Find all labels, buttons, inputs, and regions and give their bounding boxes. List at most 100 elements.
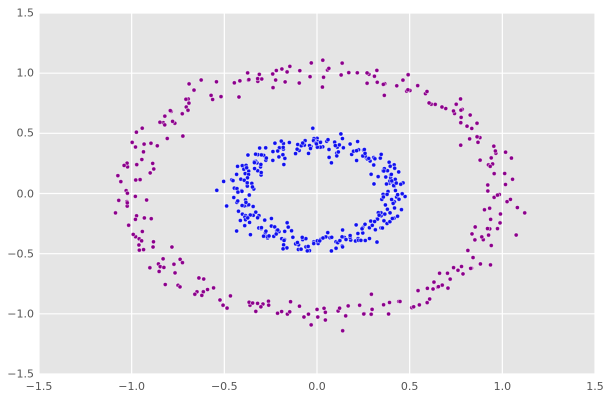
y-tick-label: −0.5 (7, 247, 34, 261)
data-point (488, 242, 494, 249)
data-point (322, 317, 328, 323)
data-point (411, 304, 417, 310)
data-point (250, 203, 256, 210)
data-point (235, 189, 241, 195)
data-point (326, 65, 332, 71)
data-point (325, 137, 331, 143)
data-point (164, 135, 170, 142)
data-point (139, 156, 145, 163)
data-point (132, 193, 138, 199)
data-point (469, 231, 475, 237)
data-point (368, 291, 374, 297)
data-point (491, 143, 497, 149)
data-point (371, 181, 377, 187)
data-point (317, 238, 323, 244)
data-point (237, 217, 243, 224)
data-point (245, 152, 251, 158)
data-point (124, 190, 130, 196)
data-point (126, 222, 132, 228)
data-point (171, 261, 177, 267)
data-point (287, 63, 293, 69)
data-point (375, 174, 381, 180)
data-point (399, 191, 405, 197)
data-point (455, 267, 461, 273)
data-point (386, 311, 392, 317)
data-point (270, 149, 276, 155)
data-point (258, 225, 265, 231)
data-point (447, 276, 453, 282)
data-point (156, 268, 162, 275)
data-point (396, 169, 402, 175)
data-point (439, 104, 445, 110)
data-point (298, 246, 304, 252)
y-tick-label: −1.5 (7, 367, 34, 381)
data-point (514, 205, 520, 211)
data-point (118, 179, 124, 185)
data-point (333, 245, 339, 251)
data-point (343, 313, 349, 319)
data-point (387, 210, 393, 216)
data-point (201, 276, 207, 282)
data-point (509, 176, 516, 182)
data-point (280, 246, 286, 252)
data-point (196, 275, 202, 281)
data-point (301, 314, 307, 320)
gridlines (39, 13, 595, 374)
data-point (124, 200, 130, 206)
data-point (391, 205, 398, 211)
data-point (451, 265, 457, 271)
y-tick-label: 1.5 (16, 6, 35, 20)
data-point (405, 87, 411, 93)
data-point (353, 222, 359, 228)
data-point (398, 181, 404, 187)
data-point (307, 74, 313, 80)
data-point (360, 230, 366, 236)
data-point (384, 206, 390, 212)
data-point (289, 228, 295, 234)
data-point (378, 151, 384, 157)
data-point (379, 225, 385, 231)
data-point (150, 244, 156, 250)
data-point (132, 144, 139, 150)
data-point (180, 133, 186, 139)
data-point (275, 310, 281, 316)
data-point (299, 234, 305, 240)
data-point (371, 162, 377, 168)
data-point (474, 120, 480, 126)
data-point (249, 184, 256, 190)
data-point (300, 140, 306, 146)
data-point (288, 299, 294, 305)
data-point (376, 212, 382, 218)
data-point (292, 151, 299, 157)
data-point (237, 78, 243, 84)
data-point (313, 141, 319, 147)
data-point (245, 70, 251, 76)
data-point (513, 232, 519, 238)
data-point (257, 145, 263, 151)
data-point (179, 260, 186, 266)
data-point (320, 74, 327, 80)
data-point (354, 70, 360, 76)
data-point (340, 244, 346, 250)
data-point (242, 223, 248, 229)
series-inner-ring (214, 125, 408, 254)
data-point (227, 293, 233, 299)
data-point (266, 233, 272, 239)
data-point (486, 232, 492, 238)
data-point (198, 77, 204, 83)
data-point (479, 234, 485, 240)
data-point (445, 285, 451, 291)
data-point (133, 129, 139, 135)
data-point (347, 141, 353, 147)
data-point (340, 328, 346, 334)
data-point (392, 187, 399, 194)
data-point (474, 134, 480, 140)
data-point (345, 303, 351, 309)
data-point (275, 148, 281, 154)
data-point (218, 94, 224, 100)
data-point (472, 224, 478, 230)
data-point (477, 261, 483, 267)
data-point (281, 237, 287, 243)
data-point (253, 308, 259, 314)
